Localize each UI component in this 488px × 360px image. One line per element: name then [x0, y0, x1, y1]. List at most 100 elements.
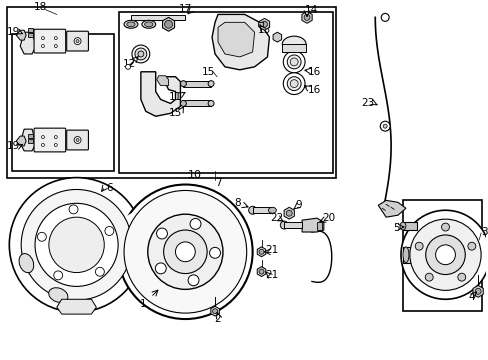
Ellipse shape [132, 45, 149, 63]
Circle shape [125, 64, 130, 69]
Text: 1: 1 [139, 299, 146, 309]
Wedge shape [77, 211, 143, 279]
Circle shape [155, 263, 166, 274]
Circle shape [147, 214, 223, 289]
Text: 5: 5 [392, 223, 399, 233]
Text: 3: 3 [480, 227, 487, 237]
Bar [282, 44, 305, 52]
Text: 6: 6 [106, 184, 112, 193]
Ellipse shape [286, 55, 301, 69]
Circle shape [54, 45, 57, 48]
Polygon shape [302, 218, 323, 232]
Polygon shape [218, 22, 254, 57]
Text: 12: 12 [122, 59, 135, 69]
Circle shape [156, 228, 167, 239]
Bar [28, 28, 33, 32]
Ellipse shape [19, 253, 34, 273]
Ellipse shape [144, 22, 153, 27]
Circle shape [425, 273, 432, 281]
Text: 20: 20 [322, 213, 335, 223]
Circle shape [41, 37, 44, 40]
Circle shape [21, 189, 132, 300]
Circle shape [285, 210, 292, 216]
Circle shape [118, 185, 252, 319]
Circle shape [400, 210, 488, 299]
Text: 19: 19 [7, 27, 20, 37]
Ellipse shape [124, 21, 138, 28]
Circle shape [74, 38, 81, 45]
Text: 4: 4 [468, 292, 474, 302]
Text: 8: 8 [234, 198, 241, 208]
Text: 19: 19 [7, 141, 20, 151]
Circle shape [409, 219, 480, 291]
Circle shape [54, 271, 62, 280]
Circle shape [383, 124, 386, 128]
Ellipse shape [286, 77, 301, 91]
FancyBboxPatch shape [66, 31, 88, 51]
Circle shape [435, 245, 454, 265]
Circle shape [259, 269, 264, 274]
Bar [316, 222, 321, 230]
Circle shape [261, 21, 267, 27]
Text: 7: 7 [214, 177, 221, 188]
FancyBboxPatch shape [34, 128, 65, 152]
Ellipse shape [282, 36, 305, 52]
Ellipse shape [138, 51, 143, 57]
Polygon shape [141, 72, 180, 116]
Bar [119, 13, 332, 173]
Text: 10: 10 [188, 170, 202, 180]
Ellipse shape [289, 58, 298, 66]
Polygon shape [20, 129, 36, 151]
Polygon shape [16, 30, 26, 40]
Text: 23: 23 [361, 98, 374, 108]
Ellipse shape [126, 22, 135, 27]
Text: 16: 16 [306, 67, 320, 77]
Ellipse shape [49, 288, 68, 302]
Ellipse shape [402, 247, 408, 263]
Bar [28, 33, 33, 37]
Text: 15: 15 [201, 67, 214, 77]
Bar [284, 222, 302, 228]
Circle shape [425, 235, 465, 275]
Text: 21: 21 [264, 245, 278, 255]
Ellipse shape [180, 100, 186, 107]
Polygon shape [212, 14, 269, 70]
Circle shape [467, 242, 475, 250]
Circle shape [259, 249, 264, 254]
Ellipse shape [280, 221, 287, 229]
Circle shape [54, 144, 57, 147]
Ellipse shape [208, 100, 214, 107]
Bar [402, 222, 416, 230]
Circle shape [54, 136, 57, 139]
Circle shape [380, 121, 389, 131]
Bar [183, 81, 211, 87]
Bar [183, 100, 211, 107]
Text: 22: 22 [270, 213, 284, 223]
Bar [12, 34, 114, 171]
Bar [257, 22, 262, 26]
Polygon shape [156, 76, 168, 86]
Polygon shape [378, 201, 405, 217]
Circle shape [41, 136, 44, 139]
Ellipse shape [283, 51, 305, 73]
Circle shape [35, 203, 118, 287]
Ellipse shape [399, 222, 405, 230]
Text: 14: 14 [304, 5, 317, 15]
Circle shape [9, 177, 143, 312]
FancyBboxPatch shape [34, 29, 65, 53]
Bar [28, 139, 33, 143]
Circle shape [69, 205, 78, 214]
Bar [28, 134, 33, 138]
Circle shape [76, 40, 79, 42]
Bar [402, 247, 412, 263]
Circle shape [38, 232, 46, 241]
Circle shape [188, 275, 199, 286]
Text: 17: 17 [179, 4, 192, 14]
Circle shape [76, 139, 79, 141]
Text: 18: 18 [33, 3, 46, 13]
Polygon shape [16, 136, 26, 146]
Text: 13: 13 [257, 25, 270, 35]
Circle shape [49, 217, 104, 273]
Polygon shape [57, 299, 96, 314]
Ellipse shape [268, 207, 276, 213]
